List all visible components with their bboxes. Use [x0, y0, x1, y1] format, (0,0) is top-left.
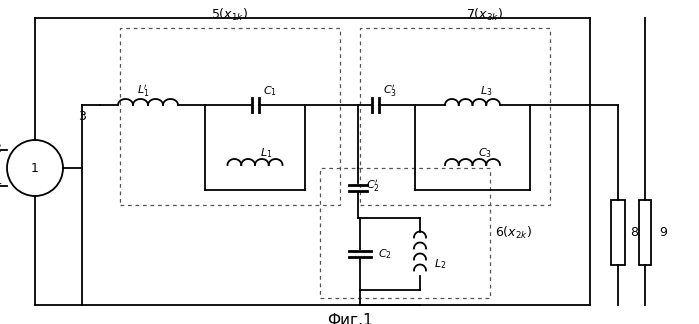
Text: 8: 8 — [630, 226, 638, 239]
Text: $C_2'$: $C_2'$ — [366, 178, 380, 194]
Text: $C_3$: $C_3$ — [477, 146, 491, 160]
Text: 7($x_{3k}$): 7($x_{3k}$) — [466, 7, 503, 23]
Text: 6($x_{2k}$): 6($x_{2k}$) — [495, 225, 532, 241]
Text: $L_3$: $L_3$ — [480, 84, 493, 98]
Text: $C_2$: $C_2$ — [378, 247, 392, 261]
Text: 9: 9 — [659, 226, 667, 239]
Text: 4: 4 — [0, 177, 1, 190]
Text: $L_2$: $L_2$ — [434, 257, 447, 271]
Text: $C_1$: $C_1$ — [263, 84, 277, 98]
Bar — [360, 28, 550, 205]
Text: $L_1'$: $L_1'$ — [137, 83, 149, 99]
Bar — [120, 28, 340, 205]
Bar — [320, 168, 490, 298]
Text: 3: 3 — [78, 110, 86, 123]
Text: 5($x_{1k}$): 5($x_{1k}$) — [212, 7, 249, 23]
Text: 1: 1 — [31, 161, 39, 175]
Text: Фиг.1: Фиг.1 — [326, 313, 373, 324]
Text: $C_3'$: $C_3'$ — [383, 83, 397, 99]
Text: 2: 2 — [0, 142, 1, 155]
Text: $L_1$: $L_1$ — [260, 146, 273, 160]
Bar — [611, 200, 625, 265]
Bar — [639, 200, 651, 265]
